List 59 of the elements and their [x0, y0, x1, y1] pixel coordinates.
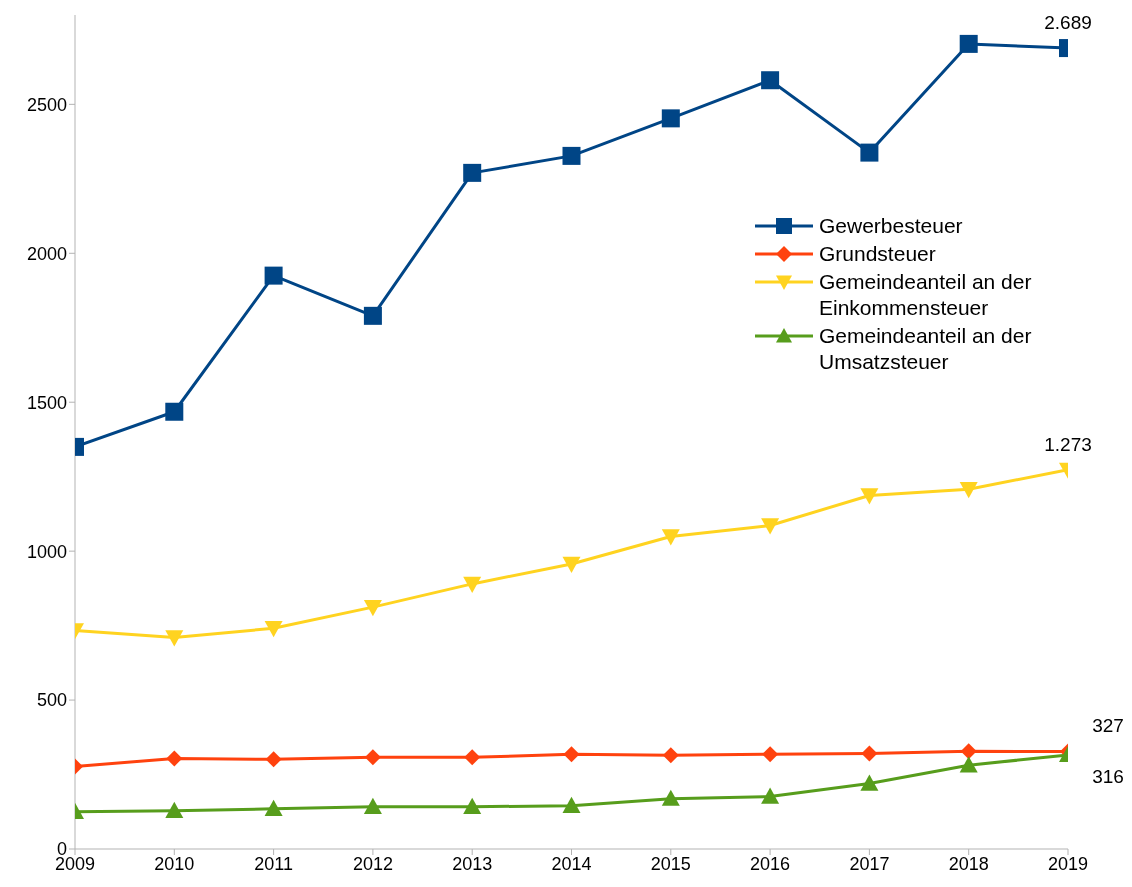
x-tick-label: 2016	[750, 853, 791, 874]
data-label: 327	[1092, 714, 1124, 736]
point	[265, 751, 282, 768]
point	[166, 750, 183, 767]
x-tick-label: 2015	[650, 853, 691, 874]
point	[661, 529, 680, 546]
point	[165, 630, 184, 647]
point	[860, 488, 879, 505]
data-label: 316	[1092, 765, 1124, 787]
point	[264, 266, 283, 285]
point	[761, 518, 780, 535]
data-label: 1.273	[1044, 433, 1092, 455]
point	[662, 747, 679, 764]
legend-label: Gewerbesteuer	[819, 213, 963, 239]
point	[959, 481, 978, 499]
point	[860, 774, 879, 791]
x-tick-label: 2012	[352, 853, 393, 874]
point	[463, 797, 482, 814]
x-tick-label: 2018	[948, 853, 989, 874]
point	[364, 749, 381, 766]
point	[363, 599, 382, 617]
legend-label: Gemeindeanteil an der Umsatzsteuer	[819, 323, 1033, 375]
x-tick-label: 2013	[452, 853, 493, 874]
point	[761, 71, 780, 90]
x-tick-label: 2011	[254, 853, 293, 874]
legend-label: Grundsteuer	[819, 241, 936, 267]
y-tick-label: 1500	[26, 392, 67, 413]
point	[960, 743, 977, 760]
point	[562, 146, 581, 165]
x-tick-label: 2010	[154, 853, 195, 874]
point	[861, 745, 878, 762]
point	[661, 109, 680, 128]
point	[463, 576, 482, 593]
y-tick-label: 2500	[26, 94, 67, 115]
y-tick-label: 1000	[26, 541, 67, 562]
x-tick-label: 2019	[1047, 853, 1089, 874]
legend-label: Gemeindeanteil an der Einkommensteuer	[819, 269, 1033, 321]
y-tick-label: 500	[36, 690, 67, 711]
point	[860, 143, 879, 162]
point	[661, 789, 680, 806]
point	[563, 746, 580, 763]
point	[165, 402, 184, 421]
point	[959, 34, 978, 53]
point	[562, 796, 581, 814]
point	[762, 746, 779, 763]
point	[363, 306, 382, 325]
point	[562, 556, 581, 573]
point	[165, 801, 184, 819]
point	[264, 799, 283, 816]
x-tick-label: 2017	[849, 853, 890, 874]
data-label: 2.689	[1044, 12, 1092, 34]
y-tick-label: 2000	[26, 243, 67, 264]
point	[363, 797, 382, 814]
point	[463, 163, 482, 182]
point	[761, 787, 780, 804]
point	[464, 749, 481, 766]
point	[959, 756, 978, 773]
x-tick-label: 2014	[551, 853, 592, 874]
point	[264, 621, 283, 638]
